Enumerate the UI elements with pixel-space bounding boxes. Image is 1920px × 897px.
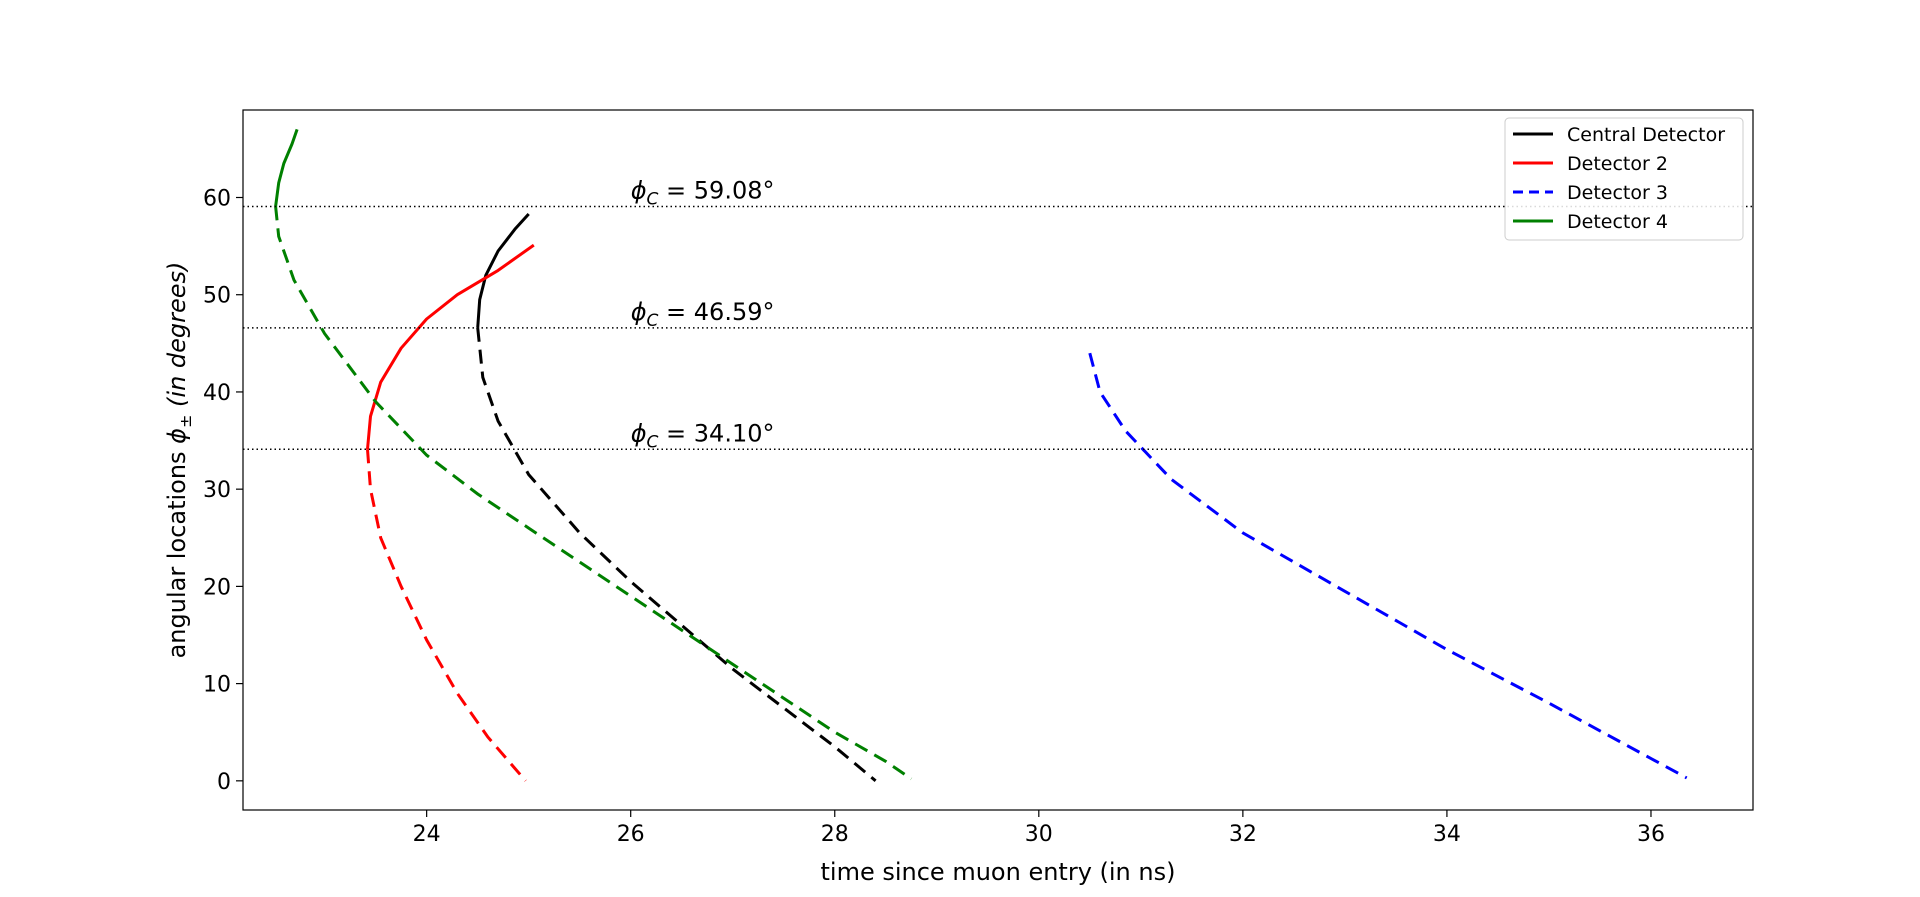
y-tick-label: 30 [203,478,231,503]
reference-value: = 59.08° [658,176,774,204]
phi-subscript: C [647,311,659,331]
legend-label: Detector 3 [1567,182,1668,204]
x-tick-label: 24 [413,822,441,847]
y-tick-label: 20 [203,575,231,600]
phi-subscript: C [647,432,659,452]
x-tick-label: 32 [1229,822,1257,847]
reference-annotations: ϕC = 59.08°ϕC = 46.59°ϕC = 34.10° [631,176,775,452]
detector-4-solid-line [274,128,299,207]
x-tick-label: 30 [1025,822,1053,847]
x-axis-label: time since muon entry (in ns) [821,858,1176,886]
legend-label: Detector 4 [1567,211,1668,233]
x-tick-label: 26 [617,822,645,847]
phi-symbol: ϕ [631,419,647,447]
plot-frame [242,109,1754,811]
x-tick-label: 34 [1433,822,1461,847]
y-axis-label-symbol: ϕ [163,428,191,444]
y-tick-label: 0 [217,770,231,795]
legend: Central Detector Detector 2 Detector 3 Dete… [1504,117,1744,241]
legend-label: Central Detector [1567,124,1725,146]
reference-line-label: ϕC = 46.59° [631,298,775,331]
x-tick-label: 28 [821,822,849,847]
legend-box [1504,117,1744,241]
y-tick-label: 60 [203,187,231,212]
detector-2-solid-line [366,243,535,450]
detector-4-dashed-line [274,206,913,781]
y-tick-label: 50 [203,284,231,309]
y-axis-label-main: angular locations [163,444,191,659]
phi-subscript: C [647,189,659,209]
plot-lines [274,128,1688,782]
y-axis-ticks: 0 10 20 30 40 50 60 [203,187,243,795]
legend-label: Detector 2 [1567,153,1668,175]
central-detector-solid-line [476,212,530,328]
reference-line-label: ϕC = 59.08° [631,176,775,209]
reference-value: = 34.10° [658,419,774,447]
reference-line-label: ϕC = 34.10° [631,419,775,452]
detector-3-dashed-line [1088,352,1688,780]
x-tick-label: 36 [1637,822,1665,847]
y-axis-label: angular locations ϕ± (in degrees) [163,262,195,659]
reference-value: = 46.59° [658,298,774,326]
detector-2-dashed-line [366,449,527,782]
phi-symbol: ϕ [631,176,647,204]
y-tick-label: 40 [203,381,231,406]
y-axis-label-subscript: ± [176,415,195,428]
phi-symbol: ϕ [631,298,647,326]
y-axis-label-units: (in degrees) [163,262,191,415]
x-axis-ticks: 24 26 28 30 32 34 36 [413,810,1665,847]
y-tick-label: 10 [203,673,231,698]
